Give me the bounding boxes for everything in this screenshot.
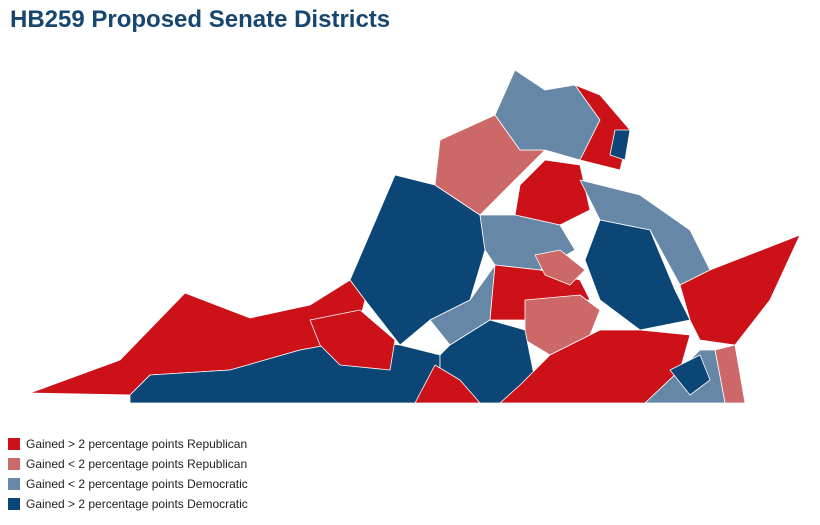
legend-item: Gained < 2 percentage points Democratic	[8, 474, 248, 494]
legend-swatch	[8, 498, 20, 510]
legend-swatch	[8, 458, 20, 470]
legend-label: Gained > 2 percentage points Democratic	[26, 497, 248, 511]
districts	[29, 69, 801, 404]
map-title: HB259 Proposed Senate Districts	[10, 6, 391, 33]
legend-swatch	[8, 478, 20, 490]
legend-label: Gained > 2 percentage points Republican	[26, 437, 248, 451]
legend-label: Gained < 2 percentage points Democratic	[26, 477, 248, 491]
legend-item: Gained > 2 percentage points Democratic	[8, 494, 248, 514]
legend-label: Gained < 2 percentage points Republican	[26, 457, 248, 471]
legend: Gained > 2 percentage points Republican G…	[8, 434, 248, 514]
map	[29, 69, 801, 404]
legend-item: Gained > 2 percentage points Republican	[8, 434, 248, 454]
legend-swatch	[8, 438, 20, 450]
legend-item: Gained < 2 percentage points Republican	[8, 454, 248, 474]
